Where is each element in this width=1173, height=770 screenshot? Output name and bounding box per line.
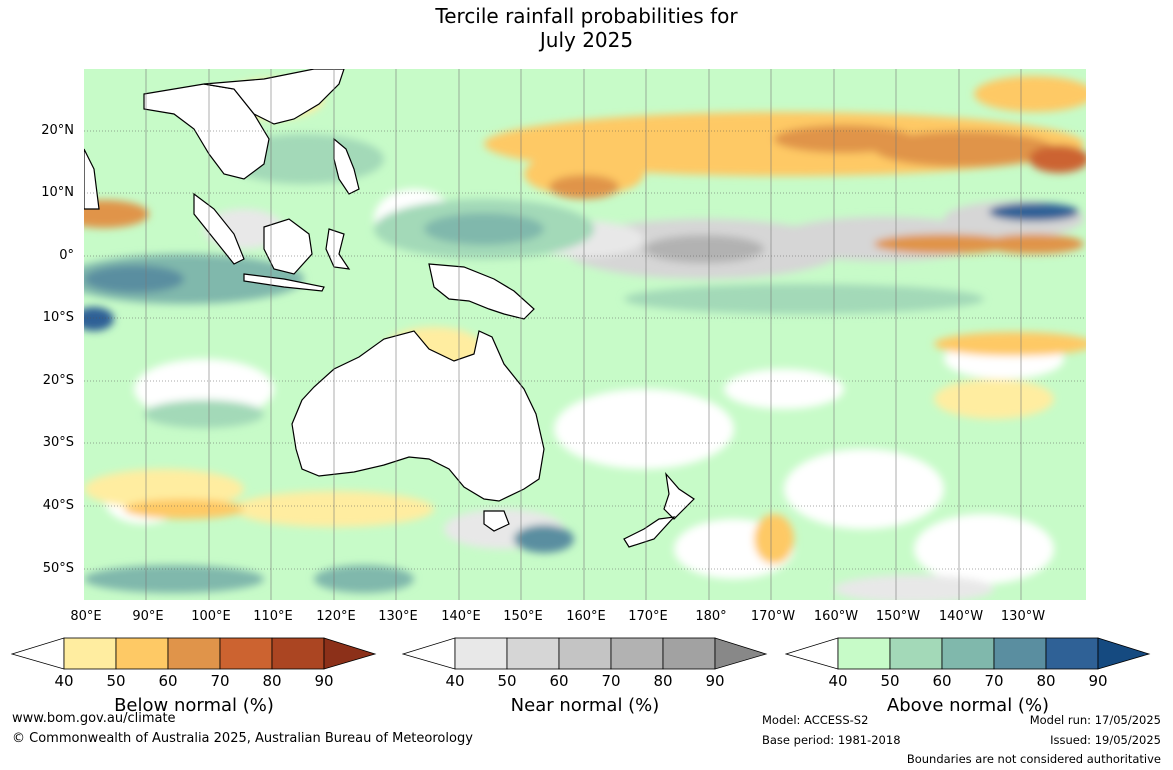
colorbar-near-tick-60: 60 xyxy=(549,672,569,690)
lon-label-140w: 140°W xyxy=(938,609,984,624)
new-guinea-outline xyxy=(428,263,535,320)
new-zealand-north-outline xyxy=(663,472,695,520)
lon-label-90e: 90°E xyxy=(132,609,164,624)
sumatra-outline xyxy=(193,192,245,265)
lon-label-110e: 110°E xyxy=(253,609,293,624)
colorbar-near-swatch-3 xyxy=(558,637,612,670)
lat-label-10s: 10°S xyxy=(42,310,74,325)
colorbar-below-tick-60: 60 xyxy=(158,672,178,690)
colorbar-above-title: Above normal (%) xyxy=(886,695,1050,716)
colorbar-near-swatch-5 xyxy=(662,637,716,670)
source-url[interactable]: www.bom.gov.au/climate xyxy=(12,711,176,726)
australia-outline xyxy=(291,330,545,502)
lat-label-10n: 10°N xyxy=(41,185,74,200)
colorbar-above-tick-90: 90 xyxy=(1088,672,1108,690)
colorbar-below-normal xyxy=(11,637,377,670)
lon-label-100e: 100°E xyxy=(191,609,231,624)
lat-label-50s: 50°S xyxy=(42,561,74,576)
colorbar-below-swatch-6 xyxy=(323,637,377,670)
colorbar-below-swatch-1 xyxy=(63,637,117,670)
colorbar-above-swatch-2 xyxy=(889,637,943,670)
lon-label-160e: 160°E xyxy=(566,609,606,624)
meridians xyxy=(145,69,1022,600)
colorbar-near-tick-80: 80 xyxy=(653,672,673,690)
colorbar-near-normal xyxy=(402,637,768,670)
colorbar-near-swatch-4 xyxy=(610,637,664,670)
lon-label-170w: 170°W xyxy=(750,609,796,624)
map-title-line1: Tercile rainfall probabilities for xyxy=(435,4,738,28)
issued-date: Issued: 19/05/2025 xyxy=(1050,733,1161,747)
colorbar-below-swatch-3 xyxy=(167,637,221,670)
java-outline xyxy=(243,273,325,292)
colorbar-above-swatch-0 xyxy=(785,637,839,670)
colorbar-above-swatch-3 xyxy=(941,637,995,670)
graticule xyxy=(84,130,1086,570)
colorbar-near-swatch-0 xyxy=(402,637,456,670)
colorbar-above-tick-60: 60 xyxy=(932,672,952,690)
lon-label-180: 180° xyxy=(695,609,727,624)
boundaries-disclaimer: Boundaries are not considered authoritat… xyxy=(906,752,1161,766)
lon-label-150w: 150°W xyxy=(875,609,921,624)
colorbar-near-swatch-6 xyxy=(714,637,768,670)
sulawesi-outline xyxy=(325,228,351,270)
lat-label-40s: 40°S xyxy=(42,498,74,513)
colorbar-above-tick-40: 40 xyxy=(828,672,848,690)
lat-label-20s: 20°S xyxy=(42,373,74,388)
colorbar-near-tick-40: 40 xyxy=(445,672,465,690)
colorbar-below-tick-50: 50 xyxy=(106,672,126,690)
colorbar-below-swatch-2 xyxy=(115,637,169,670)
model-name: Model: ACCESS-S2 xyxy=(762,713,869,727)
copyright-text: © Commonwealth of Australia 2025, Austra… xyxy=(12,731,473,746)
tasmania-outline xyxy=(483,510,510,532)
landmasses xyxy=(84,69,695,548)
colorbar-below-tick-90: 90 xyxy=(314,672,334,690)
colorbar-below-title: Below normal (%) xyxy=(114,695,274,716)
colorbar-above-swatch-4 xyxy=(993,637,1047,670)
lon-label-140e: 140°E xyxy=(441,609,481,624)
lon-label-120e: 120°E xyxy=(316,609,356,624)
colorbar-below-tick-40: 40 xyxy=(54,672,74,690)
lon-label-80e: 80°E xyxy=(70,609,102,624)
colorbar-near-swatch-1 xyxy=(454,637,508,670)
colorbar-near-swatch-2 xyxy=(506,637,560,670)
china-outline xyxy=(203,69,345,125)
colorbar-above-swatch-6 xyxy=(1097,637,1151,670)
colorbar-below-swatch-4 xyxy=(219,637,273,670)
colorbar-below-tick-80: 80 xyxy=(262,672,282,690)
model-run-date: Model run: 17/05/2025 xyxy=(1029,713,1161,727)
colorbar-above-tick-70: 70 xyxy=(984,672,1004,690)
lon-label-170e: 170°E xyxy=(628,609,668,624)
colorbar-near-tick-70: 70 xyxy=(601,672,621,690)
colorbar-above-tick-50: 50 xyxy=(880,672,900,690)
map-title-line2: July 2025 xyxy=(539,28,634,52)
lon-label-160w: 160°W xyxy=(813,609,859,624)
colorbar-near-title: Near normal (%) xyxy=(510,695,660,716)
india-outline xyxy=(84,148,100,210)
colorbar-below-swatch-0 xyxy=(11,637,65,670)
lon-label-130w: 130°W xyxy=(1000,609,1046,624)
lat-label-20n: 20°N xyxy=(41,123,74,138)
colorbar-above-swatch-1 xyxy=(837,637,891,670)
lat-label-30s: 30°S xyxy=(42,435,74,450)
lon-label-150e: 150°E xyxy=(503,609,543,624)
colorbar-above-normal xyxy=(785,637,1151,670)
colorbar-below-tick-70: 70 xyxy=(210,672,230,690)
map-title: Tercile rainfall probabilities for July … xyxy=(0,4,1173,52)
rainfall-probability-map xyxy=(84,69,1086,600)
new-zealand-south-outline xyxy=(623,516,676,548)
lat-label-equator: 0° xyxy=(59,248,74,263)
base-period: Base period: 1981-2018 xyxy=(762,733,901,747)
borneo-outline xyxy=(263,218,313,275)
colorbar-above-tick-80: 80 xyxy=(1036,672,1056,690)
colorbar-near-tick-90: 90 xyxy=(705,672,725,690)
colorbar-near-tick-50: 50 xyxy=(497,672,517,690)
map-canvas xyxy=(84,69,1086,600)
philippines-outline xyxy=(333,137,360,195)
colorbar-above-swatch-5 xyxy=(1045,637,1099,670)
lon-label-130e: 130°E xyxy=(378,609,418,624)
colorbar-below-swatch-5 xyxy=(271,637,325,670)
